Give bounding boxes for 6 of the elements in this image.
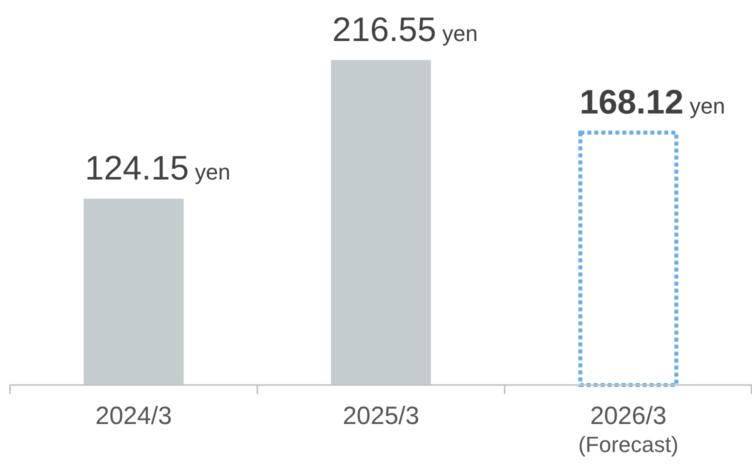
x-tick-label: 2026/3 (Forecast): [578, 402, 678, 457]
data-label: 168.12 yen: [580, 84, 726, 122]
data-label: 124.15 yen: [84, 150, 230, 188]
x-tick-label: 2024/3: [95, 402, 172, 430]
x-tick-label: 2025/3: [342, 402, 420, 430]
data-label: 216.55 yen: [332, 11, 478, 49]
